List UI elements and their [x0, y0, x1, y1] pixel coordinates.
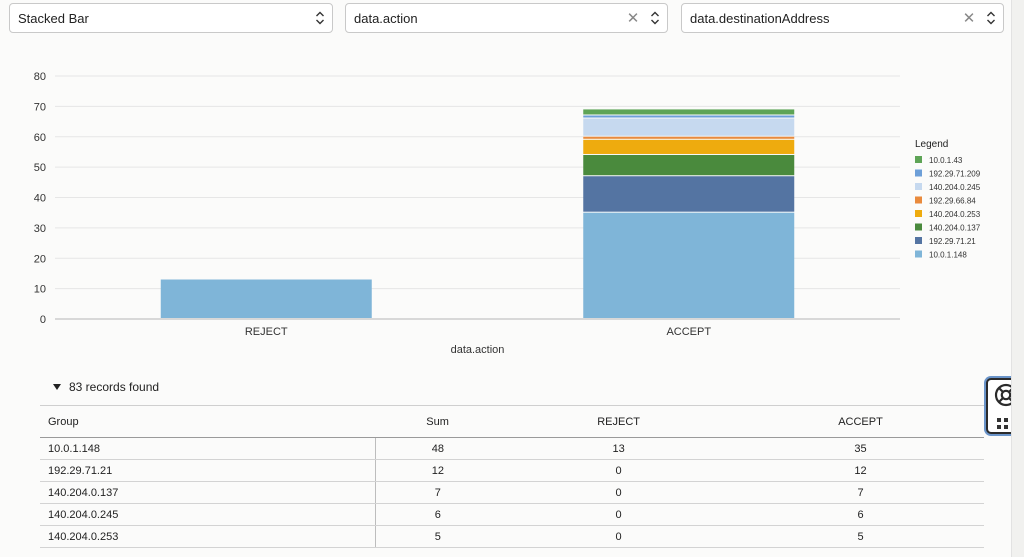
table-row: 140.204.0.137 7 0 7: [40, 481, 984, 504]
page-scrollbar[interactable]: [1011, 0, 1024, 557]
column-header-reject[interactable]: REJECT: [500, 405, 737, 438]
cell-reject: 0: [500, 481, 737, 504]
cell-reject: 0: [500, 525, 737, 548]
x-tick-label: REJECT: [245, 326, 288, 338]
legend-swatch: [915, 250, 922, 258]
y-tick-label: 70: [34, 101, 46, 113]
records-count: 83 records found: [69, 380, 160, 394]
cell-sum: 5: [375, 525, 501, 548]
cell-accept: 6: [737, 503, 984, 526]
chevron-updown-icon: [643, 11, 667, 25]
legend-entry: 192.29.71.21: [929, 237, 976, 246]
chart-type-select[interactable]: Stacked Bar: [9, 3, 333, 33]
data-table: Group Sum REJECT ACCEPT 10.0.1.148 48 13…: [40, 405, 984, 548]
table-header-row: Group Sum REJECT ACCEPT: [40, 405, 984, 438]
cell-accept: 5: [737, 525, 984, 548]
stacked-bar-chart: 0 10 20 30 40 50 60 70 80 REJECT ACCEPT data.action…: [34, 71, 981, 356]
y-tick-label: 80: [34, 71, 46, 83]
bar-segment: [583, 154, 795, 176]
bar-segment: [583, 212, 795, 318]
bar-segment: [583, 109, 795, 115]
chevron-updown-icon: [979, 11, 1003, 25]
legend-swatch: [915, 183, 922, 190]
chart-type-value: Stacked Bar: [18, 10, 89, 26]
legend-entry: 192.29.66.84: [929, 197, 976, 206]
y-tick-label: 20: [34, 253, 46, 265]
cell-sum: 12: [375, 459, 501, 482]
cell-accept: 12: [737, 459, 984, 482]
column-header-group[interactable]: Group: [40, 405, 375, 438]
legend-swatch: [915, 156, 922, 163]
y-tick-label: 60: [34, 132, 46, 144]
legend-entry: 10.0.1.148: [929, 251, 967, 260]
legend-entry: 140.204.0.253: [929, 210, 981, 219]
cell-group: 140.204.0.253: [40, 525, 376, 548]
bar-segment: [583, 176, 795, 212]
clear-icon[interactable]: ✕: [962, 10, 976, 27]
x-tick-label: ACCEPT: [666, 326, 711, 338]
cell-sum: 6: [375, 503, 501, 526]
table-row: 140.204.0.253 5 0 5: [40, 525, 984, 548]
cell-accept: 7: [737, 481, 984, 504]
chevron-updown-icon: [308, 11, 332, 25]
table-row: 192.29.71.21 12 0 12: [40, 459, 984, 482]
legend-swatch: [915, 196, 922, 204]
clear-icon[interactable]: ✕: [626, 10, 640, 27]
cell-reject: 0: [500, 503, 737, 526]
bar-segment: [583, 136, 795, 139]
column-header-sum[interactable]: Sum: [375, 405, 501, 438]
group-field-select[interactable]: data.action ✕: [345, 3, 668, 33]
legend-entry: 140.204.0.245: [929, 183, 981, 192]
legend-swatch: [915, 210, 922, 217]
cell-group: 192.29.71.21: [40, 459, 376, 482]
series-field-select[interactable]: data.destinationAddress ✕: [681, 3, 1004, 33]
cell-group: 10.0.1.148: [40, 437, 376, 460]
table-row: 10.0.1.148 48 13 35: [40, 437, 984, 460]
x-axis-label: data.action: [451, 344, 505, 356]
records-toggle[interactable]: 83 records found: [53, 380, 159, 394]
cell-group: 140.204.0.137: [40, 481, 376, 504]
cell-group: 140.204.0.245: [40, 503, 376, 526]
y-tick-label: 30: [34, 223, 46, 235]
legend-swatch: [915, 223, 922, 231]
bar-segment: [583, 139, 795, 154]
y-tick-label: 0: [40, 314, 46, 326]
legend-swatch: [915, 237, 922, 244]
y-tick-label: 50: [34, 162, 46, 174]
bar-segment: [160, 279, 372, 318]
bar-segment: [583, 115, 795, 118]
bar-segment: [583, 118, 795, 136]
caret-down-icon: [53, 384, 61, 390]
cell-sum: 48: [375, 437, 501, 460]
legend-entry: 140.204.0.137: [929, 224, 981, 233]
legend-title: Legend: [915, 139, 948, 150]
cell-reject: 13: [500, 437, 737, 460]
y-tick-label: 40: [34, 193, 46, 205]
group-field-value: data.action: [354, 10, 418, 26]
legend-entry: 10.0.1.43: [929, 156, 963, 165]
legend-entry: 192.29.71.209: [929, 170, 981, 179]
cell-accept: 35: [737, 437, 984, 460]
cell-reject: 0: [500, 459, 737, 482]
legend-swatch: [915, 169, 922, 177]
table-row: 140.204.0.245 6 0 6: [40, 503, 984, 526]
column-header-accept[interactable]: ACCEPT: [737, 405, 984, 438]
series-field-value: data.destinationAddress: [690, 10, 830, 26]
cell-sum: 7: [375, 481, 501, 504]
y-tick-label: 10: [34, 284, 46, 296]
